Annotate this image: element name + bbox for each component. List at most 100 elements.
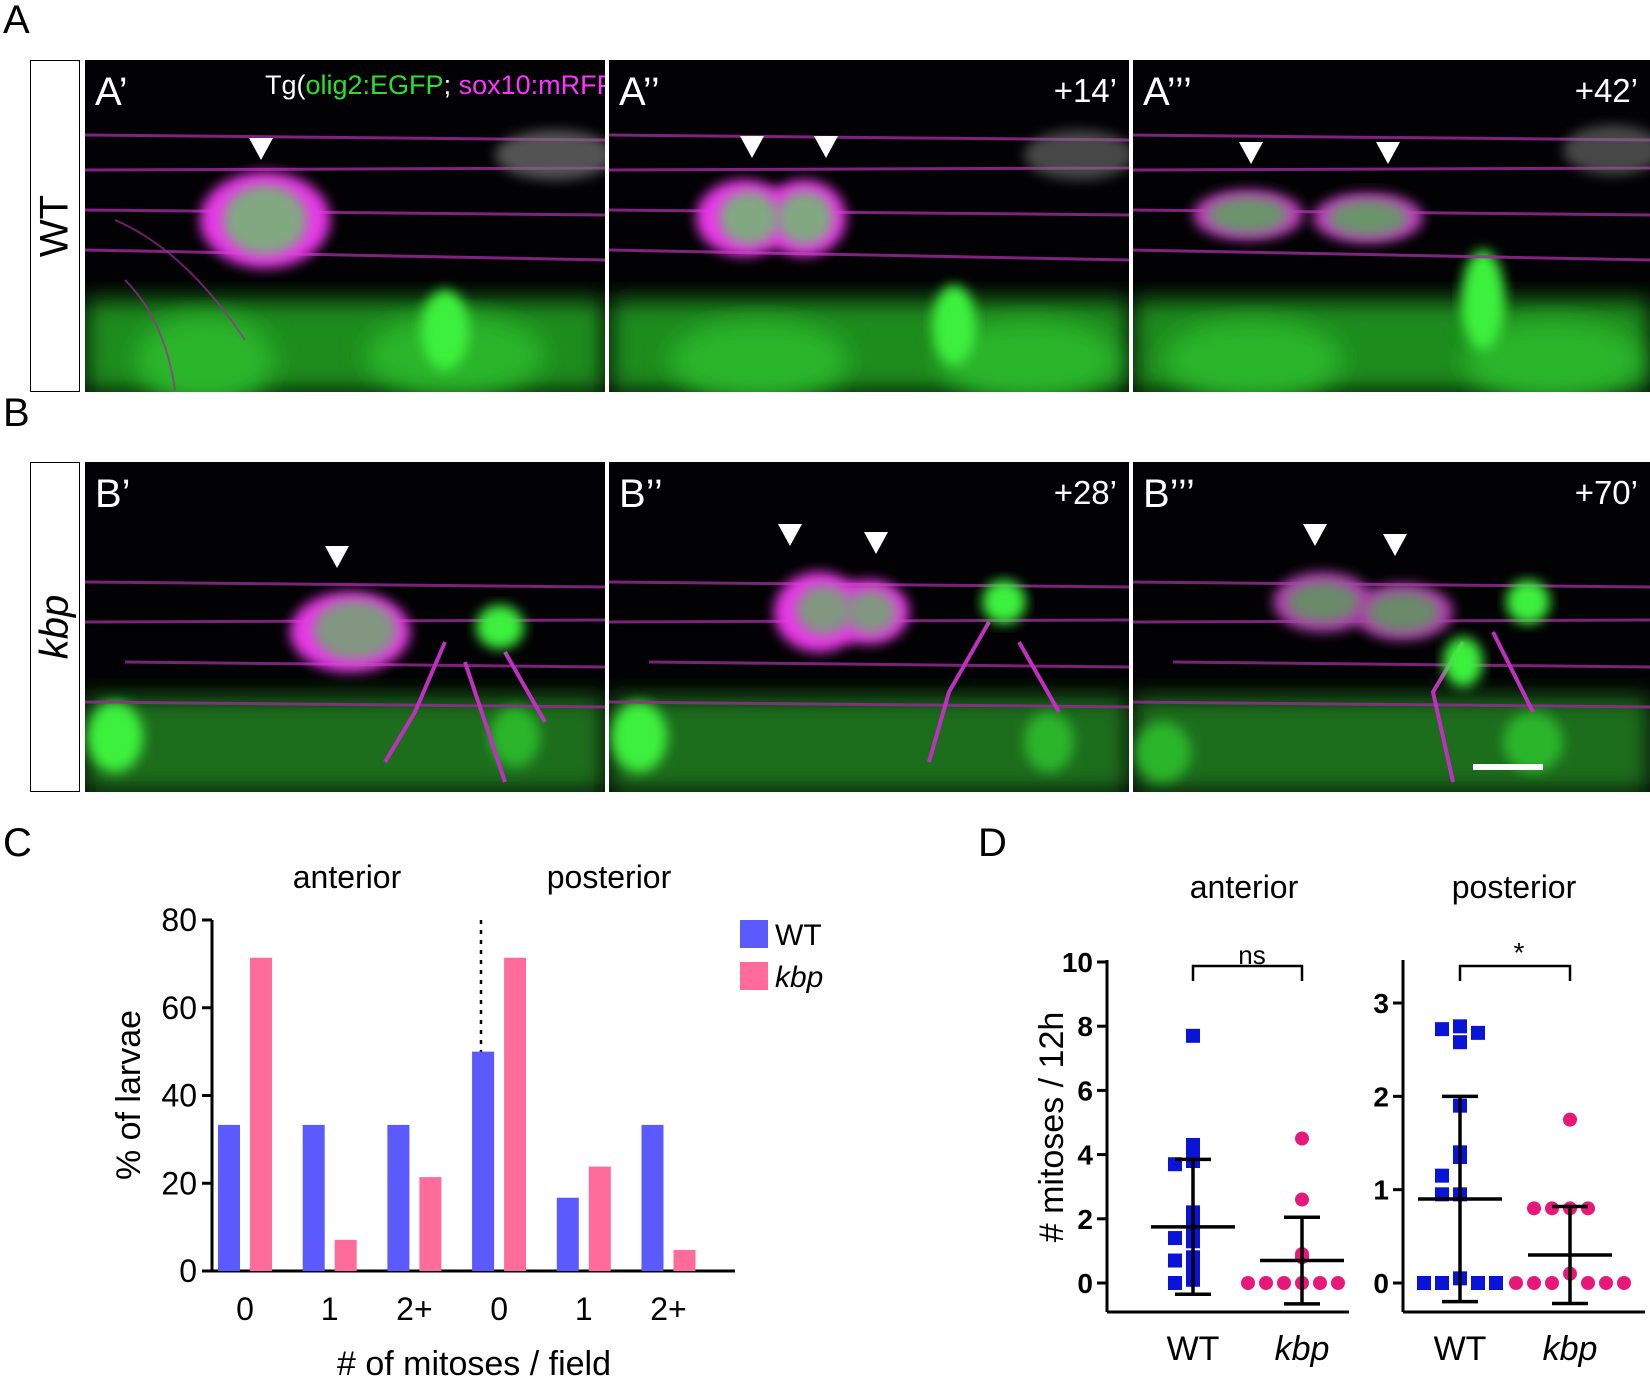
y-tick-label: 6 bbox=[1077, 1075, 1093, 1106]
arrowhead-icon bbox=[778, 524, 802, 546]
arrowhead-icon bbox=[814, 136, 838, 158]
x-tick-label: kbp bbox=[1543, 1330, 1598, 1368]
arrowhead-icon bbox=[249, 138, 273, 160]
data-point-kbp bbox=[1509, 1276, 1523, 1290]
data-point-kbp bbox=[1295, 1192, 1309, 1207]
data-point-wt bbox=[1168, 1253, 1182, 1268]
micrograph-b2-image bbox=[609, 524, 1129, 792]
bar-wt bbox=[302, 1124, 325, 1271]
transgene-prefix: Tg( bbox=[265, 70, 306, 100]
y-tick-label: 20 bbox=[161, 1165, 197, 1201]
data-point-kbp bbox=[1563, 1112, 1577, 1127]
group-label-posterior: posterior bbox=[547, 859, 672, 895]
significance-bracket bbox=[1191, 964, 1304, 981]
y-tick-label: 1 bbox=[1373, 1175, 1389, 1206]
row-label-kbp: kbp bbox=[30, 462, 80, 792]
data-point-wt bbox=[1186, 1028, 1200, 1043]
data-point-wt bbox=[1471, 1025, 1485, 1040]
scatter-chart-posterior: posterior * 0 1 2 3 WT kbp bbox=[1373, 869, 1645, 1368]
significance-bracket bbox=[1458, 964, 1572, 981]
data-point-kbp bbox=[1527, 1201, 1541, 1216]
panel-label-b: B bbox=[3, 391, 30, 435]
group-label-anterior: anterior bbox=[293, 859, 402, 895]
data-point-wt bbox=[1489, 1276, 1503, 1290]
data-point-kbp bbox=[1313, 1276, 1327, 1290]
micrograph-b2: B’’ +28’ bbox=[609, 462, 1129, 792]
data-point-kbp bbox=[1277, 1276, 1291, 1290]
data-point-kbp bbox=[1545, 1201, 1559, 1216]
micrograph-b1: B’ bbox=[85, 462, 605, 792]
legend-swatch-kbp bbox=[740, 962, 768, 990]
y-tick-label: 4 bbox=[1077, 1140, 1093, 1171]
bar-chart-mitoses-per-field: anterior posterior % of larvae # of mito… bbox=[110, 859, 823, 1379]
arrowhead-icon bbox=[325, 546, 349, 568]
y-tick-label: 0 bbox=[1077, 1268, 1093, 1299]
micrograph-a3-time: +42’ bbox=[1574, 72, 1638, 109]
transgene-egfp: olig2:EGFP bbox=[305, 70, 444, 100]
data-point-kbp bbox=[1527, 1276, 1541, 1290]
data-point-wt bbox=[1453, 1035, 1467, 1050]
x-tick-label: 2+ bbox=[396, 1291, 432, 1327]
micrograph-a3: A’’’ +42’ bbox=[1133, 60, 1650, 392]
transgene-mrfp: sox10:mRFP bbox=[458, 70, 605, 100]
x-tick-label: WT bbox=[1434, 1330, 1487, 1368]
x-tick-label: WT bbox=[1167, 1330, 1220, 1368]
transgene-sep: ; bbox=[443, 70, 459, 100]
arrowhead-icon bbox=[740, 136, 764, 158]
data-point-wt bbox=[1471, 1276, 1485, 1290]
panel-label-c: C bbox=[3, 821, 32, 865]
arrowhead-icon bbox=[1303, 524, 1327, 546]
data-point-kbp bbox=[1599, 1276, 1613, 1290]
transgene-label: Tg(olig2:EGFP; sox10:mRFP) bbox=[265, 70, 605, 101]
y-tick-label: 0 bbox=[179, 1253, 197, 1289]
data-point-kbp bbox=[1581, 1276, 1595, 1290]
data-point-kbp bbox=[1259, 1276, 1273, 1290]
data-point-wt bbox=[1168, 1276, 1182, 1290]
x-tick-label: 1 bbox=[321, 1291, 339, 1327]
data-point-kbp bbox=[1545, 1276, 1559, 1290]
micrograph-a1-image bbox=[85, 130, 605, 392]
bar-wt bbox=[556, 1197, 579, 1271]
row-label-wt: WT bbox=[30, 60, 80, 392]
bar-wt bbox=[218, 1124, 240, 1271]
arrowhead-icon bbox=[1383, 534, 1407, 556]
x-axis-label: # of mitoses / field bbox=[337, 1345, 611, 1379]
data-point-wt bbox=[1435, 1276, 1449, 1290]
chart-title-anterior: anterior bbox=[1190, 869, 1299, 905]
micrograph-a3-label: A’’’ bbox=[1143, 70, 1192, 114]
data-point-kbp bbox=[1581, 1201, 1595, 1216]
scale-bar bbox=[1473, 764, 1543, 770]
bar-wt bbox=[387, 1124, 410, 1271]
data-point-wt bbox=[1453, 1019, 1467, 1034]
arrowhead-icon bbox=[1376, 142, 1400, 164]
micrograph-a2: A’’ +14’ bbox=[609, 60, 1129, 392]
y-tick-label: 10 bbox=[1062, 947, 1093, 978]
data-point-wt bbox=[1186, 1137, 1200, 1152]
micrograph-a1: A’ Tg(olig2:EGFP; sox10:mRFP) bbox=[85, 60, 605, 392]
data-point-kbp bbox=[1617, 1276, 1631, 1290]
data-point-kbp bbox=[1295, 1131, 1309, 1146]
micrograph-b3-time: +70’ bbox=[1574, 474, 1638, 511]
bar-kbp bbox=[673, 1249, 696, 1271]
y-tick-label: 80 bbox=[161, 902, 197, 938]
micrograph-a2-image bbox=[609, 130, 1129, 392]
chart-title-posterior: posterior bbox=[1452, 869, 1577, 905]
y-tick-label: 2 bbox=[1373, 1081, 1389, 1112]
micrograph-a2-time: +14’ bbox=[1053, 72, 1117, 109]
data-point-wt bbox=[1435, 1168, 1449, 1183]
y-tick-label: 40 bbox=[161, 1078, 197, 1114]
y-tick-label: 8 bbox=[1077, 1011, 1093, 1042]
bar-kbp bbox=[334, 1239, 357, 1271]
legend-label-kbp: kbp bbox=[775, 961, 823, 994]
arrowhead-icon bbox=[864, 532, 888, 554]
bar-kbp bbox=[588, 1166, 611, 1271]
arrowhead-icon bbox=[1239, 142, 1263, 164]
y-tick-label: 0 bbox=[1373, 1268, 1389, 1299]
y-tick-label: 2 bbox=[1077, 1204, 1093, 1235]
micrograph-b3-label: B’’’ bbox=[1143, 472, 1195, 516]
x-tick-label: kbp bbox=[1275, 1330, 1330, 1368]
micrograph-b2-label: B’’ bbox=[619, 472, 663, 516]
data-point-kbp bbox=[1241, 1276, 1255, 1290]
significance-label: * bbox=[1514, 937, 1525, 968]
